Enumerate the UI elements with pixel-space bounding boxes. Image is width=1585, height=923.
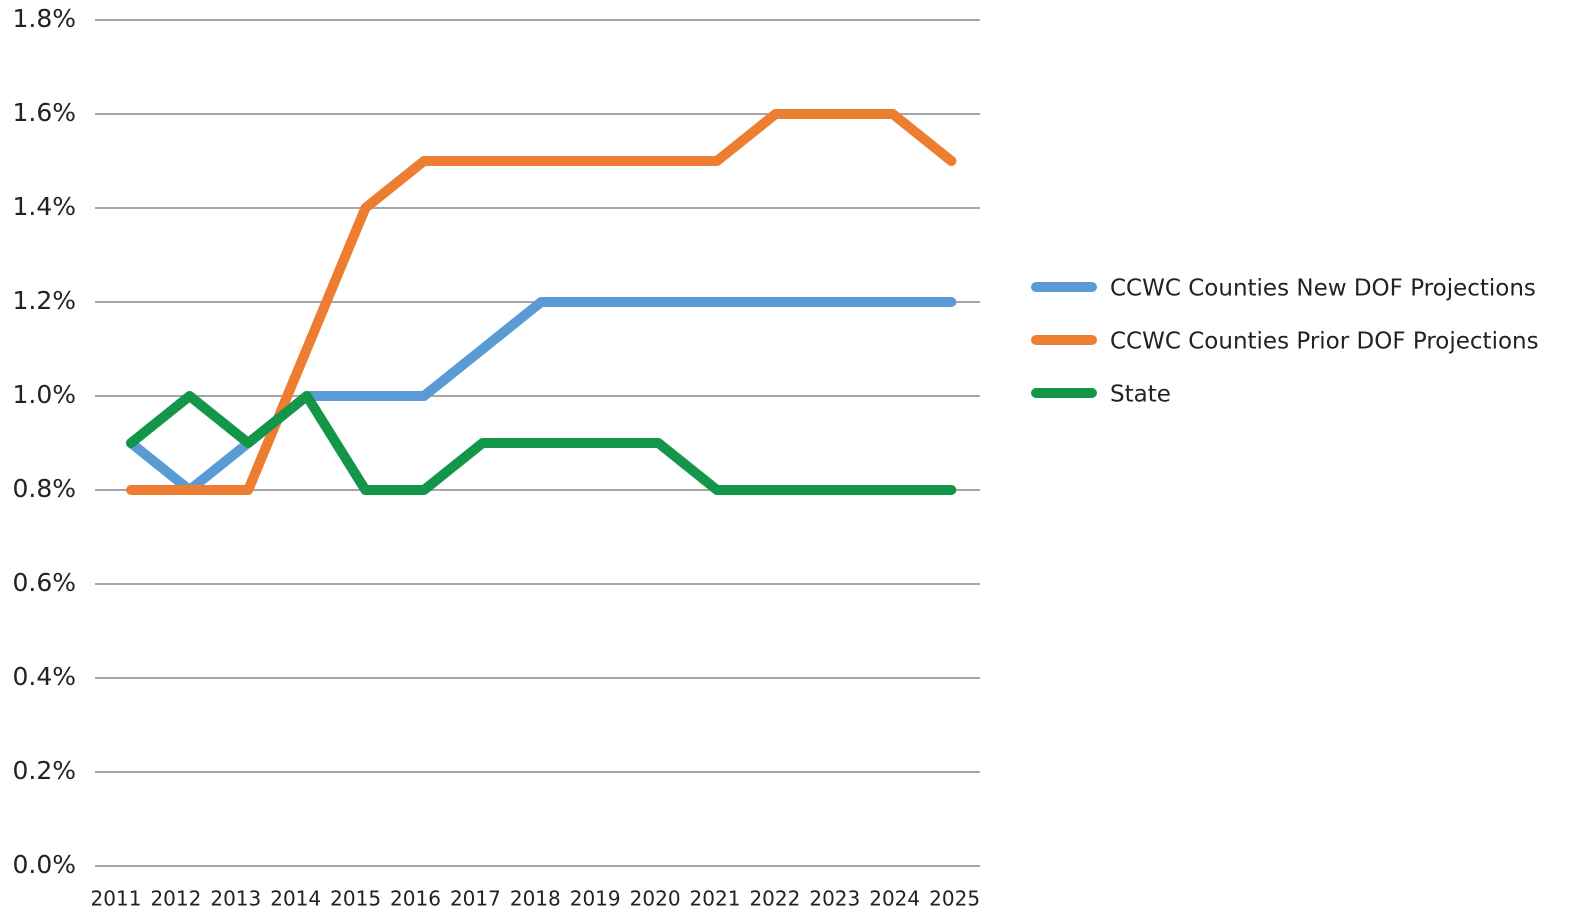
y-tick-label: 0.6% xyxy=(12,568,76,597)
y-tick-label: 1.0% xyxy=(12,380,76,409)
y-tick-label: 0.2% xyxy=(12,756,76,785)
x-tick-label: 2014 xyxy=(270,887,321,911)
legend-label: CCWC Counties Prior DOF Projections xyxy=(1110,329,1539,355)
x-tick-label: 2016 xyxy=(390,887,441,911)
series-line xyxy=(126,109,957,495)
x-tick-label: 2019 xyxy=(570,887,621,911)
x-tick-label: 2023 xyxy=(809,887,860,911)
y-tick-label: 0.0% xyxy=(12,850,76,879)
x-tick-label: 2012 xyxy=(150,887,201,911)
legend-label: State xyxy=(1110,382,1171,408)
y-tick-label: 1.8% xyxy=(12,4,76,33)
series-line xyxy=(126,391,957,495)
x-tick-label: 2020 xyxy=(630,887,681,911)
x-tick-label: 2015 xyxy=(330,887,381,911)
y-tick-label: 1.6% xyxy=(12,98,76,127)
x-tick-label: 2013 xyxy=(210,887,261,911)
x-tick-label: 2025 xyxy=(929,887,980,911)
y-tick-label: 0.4% xyxy=(12,662,76,691)
y-tick-label: 0.8% xyxy=(12,474,76,503)
y-tick-label: 1.4% xyxy=(12,192,76,221)
y-tick-label: 1.2% xyxy=(12,286,76,315)
legend-label: CCWC Counties New DOF Projections xyxy=(1110,276,1536,302)
x-tick-label: 2022 xyxy=(749,887,800,911)
x-tick-label: 2017 xyxy=(450,887,501,911)
x-tick-label: 2011 xyxy=(91,887,142,911)
x-tick-label: 2021 xyxy=(690,887,741,911)
x-tick-label: 2018 xyxy=(510,887,561,911)
x-tick-label: 2024 xyxy=(869,887,920,911)
